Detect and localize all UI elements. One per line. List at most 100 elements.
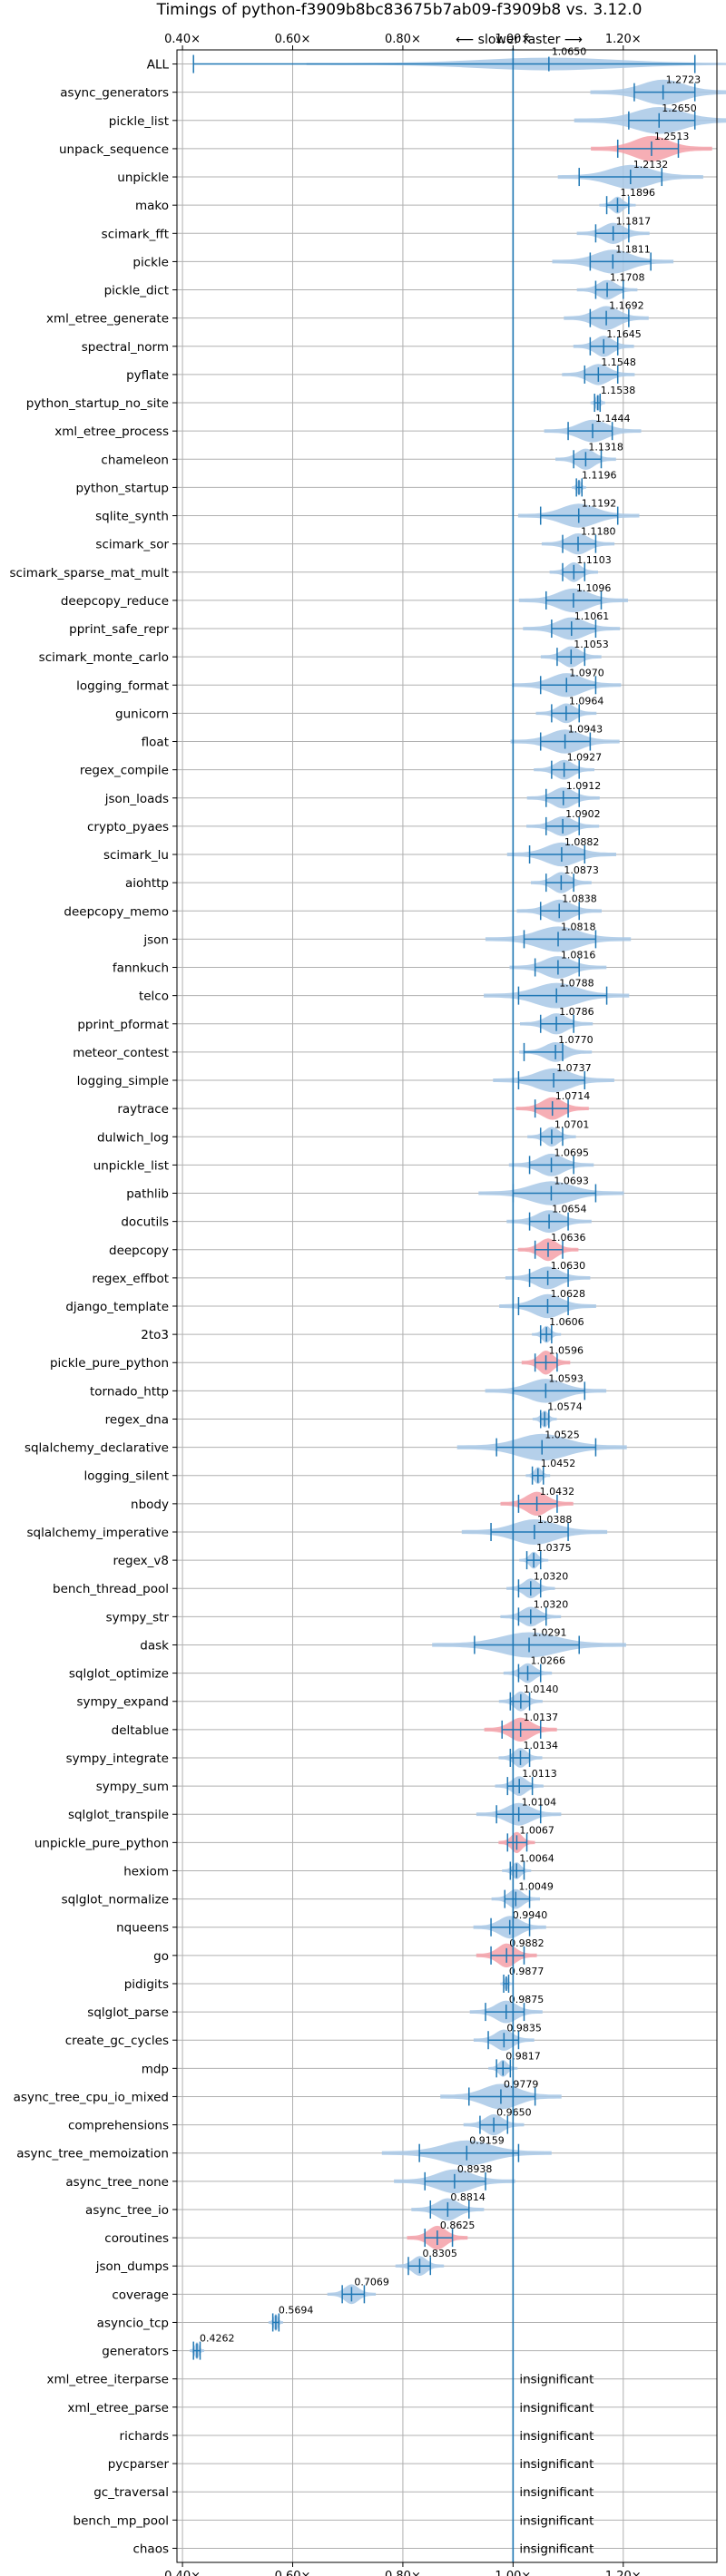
x-axis-ticks: 0.40× 0.40× 0.60× 0.60× 0.80× 0.80× 1.00× 1.00×… (164, 33, 642, 2576)
benchmark-label-generators: generators (102, 2345, 169, 2359)
benchmark-label-django-template: django_template (65, 1300, 169, 1314)
value-label-meteor-contest: 1.0770 (558, 1034, 594, 1046)
benchmark-label-python-startup-no-site: python_startup_no_site (26, 396, 169, 411)
value-label-pickle-list: 1.2650 (662, 102, 697, 114)
value-label-sqlglot-parse: 0.9875 (509, 1994, 544, 2005)
value-label-mako: 1.1896 (620, 187, 655, 199)
benchmark-label-xml-etree-parse: xml_etree_parse (67, 2401, 169, 2415)
benchmark-label-json-loads: json_loads (104, 792, 169, 806)
benchmark-label-mako: mako (135, 199, 169, 213)
value-label-float: 1.0943 (568, 724, 603, 736)
value-label-gunicorn: 1.0964 (569, 695, 604, 707)
benchmark-label-pathlib: pathlib (126, 1187, 169, 1202)
value-label-nbody: 1.0432 (540, 1486, 575, 1498)
value-label-deepcopy: 1.0636 (551, 1232, 586, 1244)
value-label-regex-v8: 1.0375 (536, 1542, 572, 1554)
benchmark-label-regex-v8: regex_v8 (113, 1554, 169, 1568)
benchmark-label-scimark-monte-carlo: scimark_monte_carlo (39, 650, 169, 665)
value-label-json-dumps: 0.8305 (422, 2248, 457, 2259)
value-label-django-template: 1.0628 (550, 1288, 585, 1300)
benchmark-label-chaos: chaos (132, 2542, 169, 2556)
x-tick-label-bottom: 0.60× (275, 2570, 311, 2576)
value-label-scimark-sparse-mat-mult: 1.1103 (576, 554, 612, 566)
value-label-comprehensions: 0.9650 (496, 2107, 532, 2119)
benchmark-label-gc-traversal: gc_traversal (93, 2485, 169, 2500)
value-label-unpickle-list: 1.0695 (554, 1147, 590, 1158)
benchmark-label-meteor-contest: meteor_contest (73, 1046, 169, 1060)
value-label-sqlalchemy-declarative: 1.0525 (544, 1429, 580, 1441)
value-label-aiohttp: 1.0873 (564, 864, 599, 876)
plot-frame (176, 49, 718, 2563)
value-label-logging-simple: 1.0737 (556, 1062, 592, 1074)
value-label-pyflate: 1.1548 (601, 356, 636, 368)
value-label-regex-compile: 1.0927 (567, 752, 603, 764)
value-label-async-generators: 1.2723 (666, 74, 701, 86)
value-label-sqlglot-optimize: 1.0266 (531, 1655, 566, 1667)
benchmark-label-deltablue: deltablue (112, 1723, 169, 1738)
insignificant-label: insignificant (519, 2373, 594, 2387)
value-label-scimark-fft: 1.1817 (616, 215, 652, 227)
benchmark-label-scimark-sor: scimark_sor (95, 538, 169, 552)
benchmark-label-sympy-integrate: sympy_integrate (66, 1751, 169, 1766)
benchmark-label-2to3: 2to3 (141, 1328, 169, 1342)
benchmark-label-float: float (142, 736, 169, 750)
value-label-tornado-http: 1.0593 (548, 1372, 584, 1384)
value-label-mdp: 0.9817 (505, 2050, 541, 2062)
value-label-sympy-str: 1.0320 (534, 1598, 569, 1610)
benchmark-label-nbody: nbody (131, 1498, 169, 1512)
value-label-docutils: 1.0654 (552, 1204, 587, 1215)
x-tick-label-top: 0.60× (275, 33, 311, 46)
benchmark-label-pickle-dict: pickle_dict (104, 284, 169, 298)
chart-title: Timings of python-f3909b8bc83675b7ab09-f… (156, 1, 643, 19)
benchmark-label-logging-format: logging_format (76, 678, 169, 693)
value-labels: 1.0650 1.2723 1.2650 1.2513 1.2132 1.1896 1.18… (200, 46, 701, 2557)
value-label-python-startup: 1.1196 (582, 469, 617, 481)
value-label-scimark-lu: 1.0882 (564, 836, 600, 848)
benchmark-label-async-tree-none: async_tree_none (65, 2175, 169, 2190)
benchmark-label-docutils: docutils (121, 1215, 169, 1230)
benchmark-label-nqueens: nqueens (116, 1921, 169, 1936)
value-label-sqlite-synth: 1.1192 (582, 498, 617, 510)
value-label-scimark-sor: 1.1180 (581, 526, 616, 538)
value-label-unpack-sequence: 1.2513 (654, 131, 690, 142)
benchmark-label-logging-silent: logging_silent (84, 1469, 169, 1484)
benchmark-label-logging-simple: logging_simple (77, 1074, 169, 1088)
benchmark-label-sympy-str: sympy_str (106, 1610, 170, 1625)
benchmark-label-go: go (153, 1949, 169, 1964)
benchmark-label-coverage: coverage (112, 2288, 169, 2302)
value-label-telco: 1.0788 (559, 978, 594, 990)
benchmark-label-deepcopy: deepcopy (109, 1244, 169, 1258)
benchmark-label-chameleon: chameleon (101, 453, 169, 467)
insignificant-label: insignificant (519, 2485, 594, 2500)
value-label-sqlglot-transpile: 1.0104 (522, 1796, 557, 1808)
value-label-pidigits: 0.9877 (509, 1966, 544, 1977)
benchmark-label-unpickle-pure-python: unpickle_pure_python (34, 1836, 169, 1850)
x-tick-label-top: 1.20× (605, 33, 642, 46)
value-label-pickle: 1.1811 (615, 243, 651, 255)
benchmark-label-sqlglot-transpile: sqlglot_transpile (68, 1808, 169, 1822)
x-tick-label-bottom: 0.40× (164, 2570, 201, 2576)
value-label-2to3: 1.0606 (549, 1316, 584, 1328)
value-label-async-tree-cpu-io-mixed: 0.9779 (504, 2079, 539, 2091)
benchmark-label-xml-etree-iterparse: xml_etree_iterparse (47, 2373, 170, 2387)
value-label-coverage: 0.7069 (354, 2276, 389, 2288)
value-label-regex-effbot: 1.0630 (551, 1260, 586, 1272)
x-tick-label-top: 0.40× (164, 33, 201, 46)
benchmark-label-scimark-fft: scimark_fft (102, 227, 169, 241)
benchmark-label-tornado-http: tornado_http (90, 1384, 169, 1399)
benchmark-label-sympy-sum: sympy_sum (96, 1780, 169, 1794)
value-label-pathlib: 1.0693 (554, 1176, 589, 1187)
benchmark-labels: ALL async_generators pickle_list unpack_seq… (10, 58, 177, 2556)
value-label-create-gc-cycles: 0.9835 (506, 2022, 542, 2034)
benchmark-label-aiohttp: aiohttp (125, 876, 169, 891)
benchmark-label-json: json (142, 932, 169, 947)
benchmark-label-pprint-pformat: pprint_pformat (77, 1018, 169, 1032)
benchmark-label-create-gc-cycles: create_gc_cycles (65, 2034, 169, 2048)
value-label-sympy-expand: 1.0140 (524, 1683, 559, 1695)
benchmark-label-pickle-list: pickle_list (109, 114, 169, 129)
slower-faster-label: ⟵ slower faster ⟶ (456, 33, 583, 47)
benchmark-label-unpickle: unpickle (117, 171, 169, 185)
value-label-pickle-dict: 1.1708 (610, 272, 645, 284)
value-label-coroutines: 0.8625 (440, 2220, 476, 2231)
x-tick-label-top: 0.80× (385, 33, 421, 46)
